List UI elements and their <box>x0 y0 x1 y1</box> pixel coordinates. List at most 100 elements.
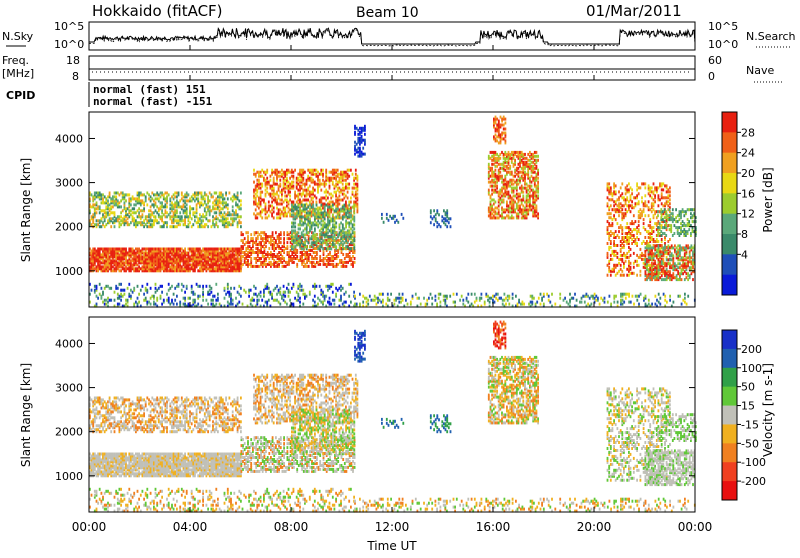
power-cell <box>288 185 290 188</box>
power-cell <box>250 257 252 260</box>
power-cell <box>299 283 301 286</box>
power-cell <box>96 219 98 222</box>
power-cell <box>348 187 350 190</box>
power-cell <box>242 251 244 254</box>
power-cell <box>233 193 235 196</box>
power-cell <box>114 291 116 294</box>
power-cell <box>268 214 270 217</box>
power-cell <box>271 208 273 211</box>
power-cell <box>219 248 221 251</box>
power-cell <box>219 303 221 306</box>
power-cell <box>636 299 638 302</box>
power-cell <box>275 193 277 196</box>
power-cell <box>238 205 240 208</box>
power-cell <box>518 205 520 208</box>
power-cell <box>294 239 296 242</box>
power-cell <box>325 199 327 202</box>
power-cell <box>444 299 446 302</box>
power-cell <box>513 216 515 219</box>
power-cell <box>133 197 135 200</box>
power-cell <box>104 201 106 204</box>
power-cell <box>319 229 321 232</box>
power-cell <box>505 297 507 300</box>
power-cell <box>347 183 349 186</box>
power-cell <box>302 183 304 186</box>
power-cell <box>211 287 213 290</box>
power-cell <box>219 209 221 212</box>
power-cell <box>306 189 308 192</box>
power-cell <box>332 235 334 238</box>
power-cell <box>531 195 533 198</box>
power-cell <box>521 175 523 178</box>
power-cell <box>261 208 263 211</box>
power-cell <box>289 199 291 202</box>
power-cell <box>232 199 234 202</box>
power-cell <box>504 151 506 154</box>
power-cell <box>220 201 222 204</box>
power-cell <box>571 297 573 300</box>
power-cell <box>275 239 277 242</box>
power-cell <box>124 289 126 292</box>
power-cell <box>138 211 140 214</box>
power-cell <box>526 195 528 198</box>
power-cell <box>485 293 487 296</box>
power-cell <box>229 192 231 195</box>
power-cell <box>117 215 119 218</box>
power-cell <box>350 197 352 200</box>
power-cell <box>491 212 493 215</box>
power-cell <box>359 303 361 306</box>
power-cell <box>171 257 173 260</box>
power-cell <box>169 225 171 228</box>
power-cell <box>303 229 305 232</box>
power-cell <box>275 183 277 186</box>
power-cell <box>519 171 521 174</box>
power-cell <box>288 210 290 213</box>
power-cell <box>211 248 213 251</box>
power-cell <box>682 299 684 302</box>
power-cell <box>153 295 155 298</box>
power-cell <box>122 192 124 195</box>
power-cell <box>114 267 116 270</box>
power-cell <box>339 247 341 250</box>
power-cell <box>265 253 267 256</box>
power-cell <box>291 169 293 172</box>
power-cell <box>617 301 619 304</box>
power-cell <box>622 293 624 296</box>
power-cell <box>253 181 255 184</box>
power-cell <box>324 257 326 260</box>
power-cell <box>284 191 286 194</box>
power-cell <box>283 291 285 294</box>
power-cell <box>398 301 400 304</box>
power-cell <box>178 215 180 218</box>
power-cell <box>503 193 505 196</box>
power-cell <box>176 192 178 195</box>
power-cell <box>495 169 497 172</box>
power-cell <box>146 289 148 292</box>
power-cell <box>278 245 280 248</box>
power-cell <box>352 206 354 209</box>
power-cell <box>130 209 132 212</box>
power-cell <box>249 241 251 244</box>
power-cell <box>316 208 318 211</box>
power-cell <box>160 195 162 198</box>
power-cell <box>143 219 145 222</box>
power-cell <box>278 301 280 304</box>
power-cell <box>509 165 511 168</box>
power-cell <box>242 255 244 258</box>
power-cell <box>191 263 193 266</box>
power-cell <box>335 191 337 194</box>
power-cell <box>330 171 332 174</box>
power-cell <box>322 203 324 206</box>
power-cell <box>192 291 194 294</box>
power-cell <box>280 257 282 260</box>
power-cell <box>488 155 490 158</box>
power-cell <box>395 297 397 300</box>
power-cell <box>233 217 235 220</box>
power-cell <box>293 239 295 242</box>
power-cell <box>526 157 528 160</box>
power-cell <box>431 297 433 300</box>
power-cell <box>293 206 295 209</box>
power-cell <box>357 193 359 196</box>
power-cell <box>277 253 279 256</box>
power-cell <box>294 225 296 228</box>
